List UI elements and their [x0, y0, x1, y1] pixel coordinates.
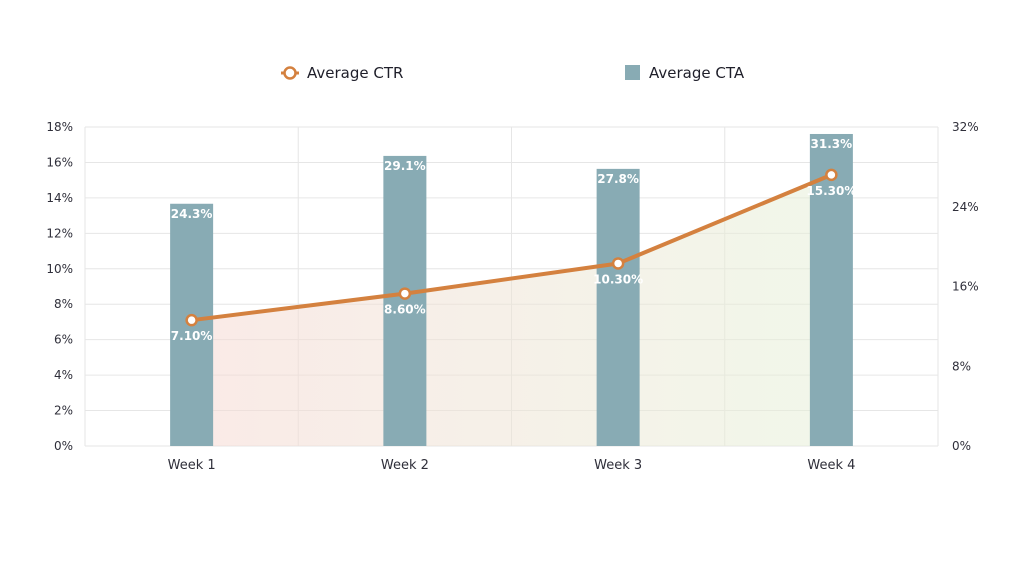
bar-cta — [383, 155, 427, 447]
bar-value-label: 27.8% — [597, 172, 639, 186]
y-left-tick-label: 12% — [46, 226, 73, 240]
y-left-tick-label: 0% — [54, 439, 73, 453]
x-tick-label: Week 4 — [807, 458, 855, 473]
y-left-tick-label: 6% — [54, 333, 73, 347]
y-left-tick-label: 10% — [46, 262, 73, 276]
line-value-label: 15.30% — [806, 184, 856, 198]
legend-label: Average CTA — [649, 64, 745, 82]
line-series — [185, 168, 838, 327]
legend-item: Average CTR — [281, 64, 403, 82]
line-point-ctr — [611, 257, 625, 270]
y-left-tick-label: 14% — [46, 191, 73, 205]
line-value-label: 8.60% — [384, 303, 426, 317]
y-right-tick-label: 32% — [952, 120, 979, 134]
y-left-tick-label: 2% — [54, 404, 73, 418]
x-tick-label: Week 1 — [168, 458, 216, 473]
bar-cta — [596, 168, 640, 446]
y-right-tick-label: 24% — [952, 200, 979, 214]
y-left-tick-label: 18% — [46, 120, 73, 134]
y-right-tick-label: 0% — [952, 439, 971, 453]
data-labels: 24.3% 29.1% 27.8% 31.3% 7.10% 8.60% 10.30% 15.3… — [171, 137, 857, 343]
line-point-ctr — [185, 313, 198, 327]
bar-value-label: 24.3% — [171, 207, 213, 221]
x-tick-label: Week 3 — [594, 458, 642, 473]
y-right-tick-label: 16% — [952, 280, 979, 294]
axes: 0% 2% 4% 6% 8% 10% 12% 14% 16% 18% 0% 8% 16% 24% 32% We… — [46, 120, 978, 473]
line-value-label: 7.10% — [171, 329, 213, 343]
legend-item: Average CTA — [625, 64, 745, 82]
bar-cta — [809, 133, 853, 446]
y-right-tick-label: 8% — [952, 359, 971, 373]
legend-circle-icon — [283, 66, 297, 80]
legend-square-icon — [625, 65, 640, 80]
line-value-label: 10.30% — [593, 272, 643, 286]
y-left-tick-label: 16% — [46, 155, 73, 169]
line-point-ctr — [825, 168, 838, 182]
legend-label: Average CTR — [307, 64, 403, 82]
bar-value-label: 31.3% — [811, 137, 853, 151]
y-left-tick-label: 8% — [54, 297, 73, 311]
x-tick-label: Week 2 — [381, 458, 429, 473]
y-left-tick-label: 4% — [54, 368, 73, 382]
bar-value-label: 29.1% — [384, 159, 426, 173]
bars — [170, 133, 853, 447]
line-ctr — [189, 172, 834, 323]
legend: Average CTR Average CTA — [281, 64, 745, 82]
line-point-ctr — [398, 287, 412, 300]
